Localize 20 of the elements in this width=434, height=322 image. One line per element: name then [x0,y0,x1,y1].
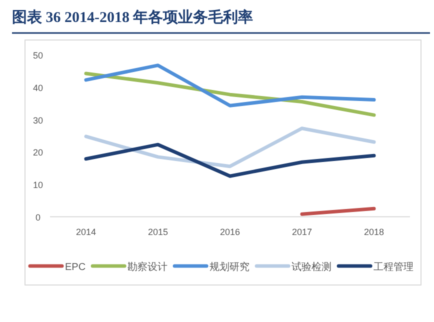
y-tick-label: 30 [32,115,44,126]
chart-title: 图表 36 2014-2018 年各项业务毛利率 [12,8,254,26]
x-tick-label: 2018 [364,227,384,237]
line-series [84,142,376,178]
x-tick-label: 2014 [76,227,96,237]
x-tick-label: 2016 [220,227,240,237]
y-tick-label: 50 [32,50,44,60]
x-tick-label: 2015 [148,227,168,237]
y-tick-label: 40 [32,82,44,93]
legend-label: 试验检测 [292,261,332,273]
legend-label: 工程管理 [374,262,414,273]
x-tick-label: 2017 [292,227,312,237]
legend-label: 规划研究 [210,261,250,273]
line-series [84,126,376,168]
y-tick-label: 20 [32,148,44,158]
legend-label: 勘察设计 [128,261,168,273]
legend-label: EPC [65,262,86,273]
y-tick-label: 0 [35,212,41,223]
line-series [84,64,376,108]
y-tick-label: 10 [32,180,44,190]
